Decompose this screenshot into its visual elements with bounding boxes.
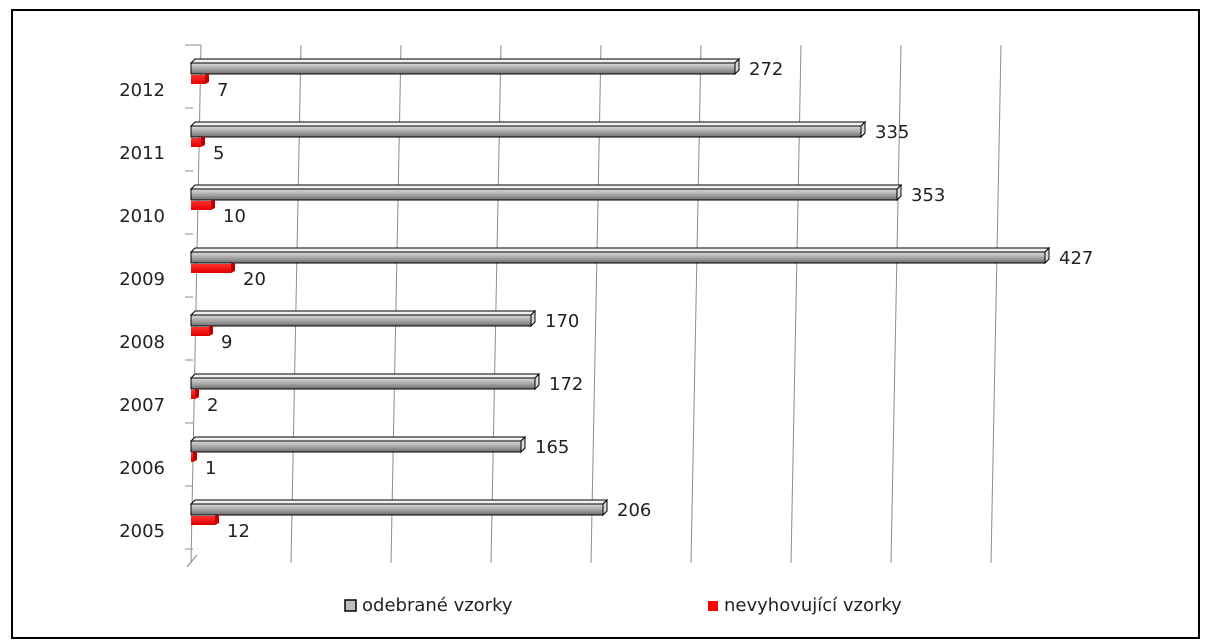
bar-nevyhovujici bbox=[191, 201, 211, 210]
bar-nevyhovujici bbox=[191, 516, 215, 525]
bar-odebrane-side bbox=[520, 435, 526, 454]
data-label-odebrane: 335 bbox=[875, 122, 909, 143]
bar-nevyhovujici-side bbox=[193, 451, 197, 462]
category-label: 2011 bbox=[119, 143, 165, 164]
category-label: 2005 bbox=[119, 521, 165, 542]
bar-odebrane-side bbox=[896, 183, 902, 202]
legend: odebrané vzorky nevyhovující vzorky bbox=[344, 595, 902, 616]
labels: 2012 272 7 2011 335 5 2010 353 10 2009 427 20 2008 17… bbox=[119, 59, 1093, 542]
bar-odebrane bbox=[190, 188, 898, 201]
gridline bbox=[990, 44, 1002, 564]
bar-nevyhovujici bbox=[191, 75, 205, 84]
data-label-odebrane: 353 bbox=[911, 185, 945, 206]
data-label-odebrane: 206 bbox=[617, 500, 651, 521]
data-label-odebrane: 427 bbox=[1059, 248, 1093, 269]
data-label-odebrane: 165 bbox=[535, 437, 569, 458]
data-label-odebrane: 172 bbox=[549, 374, 583, 395]
bar-nevyhovujici-side bbox=[231, 262, 235, 273]
data-label-nevyhovujici: 9 bbox=[221, 332, 232, 353]
bar-odebrane-top bbox=[189, 58, 741, 64]
bar-odebrane-top bbox=[189, 499, 609, 505]
axis-floor-tick bbox=[186, 554, 198, 568]
bar-odebrane-side bbox=[602, 498, 608, 517]
legend-label-odebrane: odebrané vzorky bbox=[362, 595, 513, 616]
data-label-odebrane: 170 bbox=[545, 311, 579, 332]
bar-odebrane-top bbox=[189, 184, 903, 190]
bar-nevyhovujici-side bbox=[211, 199, 215, 210]
bar-nevyhovujici bbox=[191, 264, 231, 273]
category-label: 2009 bbox=[119, 269, 165, 290]
data-label-nevyhovujici: 10 bbox=[223, 206, 246, 227]
data-label-nevyhovujici: 12 bbox=[227, 521, 250, 542]
bar-odebrane-side bbox=[530, 309, 536, 328]
bars bbox=[189, 57, 1051, 525]
bar-odebrane-side bbox=[1044, 246, 1050, 265]
legend-swatch-odebrane bbox=[344, 599, 357, 612]
bar-odebrane bbox=[190, 503, 604, 516]
bar-nevyhovujici bbox=[191, 390, 195, 399]
chart-frame: 2012 272 7 2011 335 5 2010 353 10 2009 427 20 2008 17… bbox=[11, 9, 1200, 639]
bar-odebrane-side bbox=[734, 57, 740, 76]
bar-odebrane-top bbox=[189, 310, 537, 316]
category-label: 2006 bbox=[119, 458, 165, 479]
bar-odebrane bbox=[190, 125, 862, 138]
bar-odebrane bbox=[190, 251, 1046, 264]
bar-nevyhovujici-side bbox=[195, 388, 199, 399]
legend-swatch-nevyhovujici bbox=[708, 601, 718, 611]
bar-nevyhovujici-side bbox=[209, 325, 213, 336]
bar-nevyhovujici bbox=[191, 327, 209, 336]
bar-nevyhovujici-side bbox=[205, 73, 209, 84]
bar-nevyhovujici bbox=[191, 138, 201, 147]
bar-odebrane-top bbox=[189, 121, 867, 127]
bar-odebrane bbox=[190, 377, 536, 390]
bar-odebrane-top bbox=[189, 247, 1051, 253]
data-label-nevyhovujici: 20 bbox=[243, 269, 266, 290]
bar-nevyhovujici-side bbox=[201, 136, 205, 147]
bar-odebrane bbox=[190, 314, 532, 327]
category-label: 2007 bbox=[119, 395, 165, 416]
data-label-nevyhovujici: 5 bbox=[213, 143, 224, 164]
data-label-odebrane: 272 bbox=[749, 59, 783, 80]
bar-chart: 2012 272 7 2011 335 5 2010 353 10 2009 427 20 2008 17… bbox=[119, 44, 1093, 616]
data-label-nevyhovujici: 2 bbox=[207, 395, 218, 416]
bar-odebrane bbox=[190, 440, 522, 453]
gridline bbox=[890, 44, 902, 564]
data-label-nevyhovujici: 1 bbox=[205, 458, 216, 479]
bar-odebrane-top bbox=[189, 436, 527, 442]
bar-odebrane-top bbox=[189, 373, 541, 379]
bar-odebrane bbox=[190, 62, 736, 75]
bar-odebrane-side bbox=[860, 120, 866, 139]
bar-nevyhovujici-side bbox=[215, 514, 219, 525]
category-label: 2010 bbox=[119, 206, 165, 227]
category-label: 2008 bbox=[119, 332, 165, 353]
bar-nevyhovujici bbox=[191, 453, 193, 462]
data-label-nevyhovujici: 7 bbox=[217, 80, 228, 101]
bar-odebrane-side bbox=[534, 372, 540, 391]
legend-label-nevyhovujici: nevyhovující vzorky bbox=[724, 595, 902, 616]
category-label: 2012 bbox=[119, 80, 165, 101]
